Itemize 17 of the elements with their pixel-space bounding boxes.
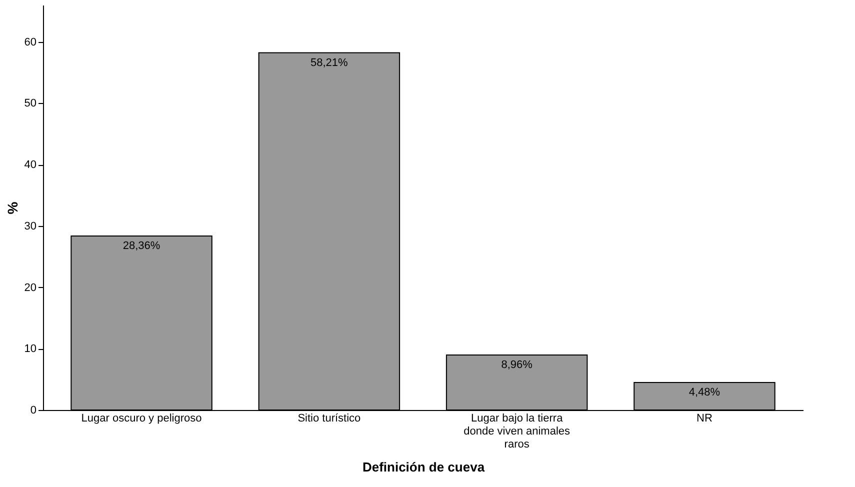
x-axis-title: Definición de cueva bbox=[362, 460, 486, 474]
y-tick-label: 50 bbox=[24, 98, 36, 110]
x-tick-label: Lugar oscuro y peligroso bbox=[81, 412, 202, 424]
data-label: 28,36% bbox=[122, 240, 160, 252]
y-tick-label: 30 bbox=[24, 220, 36, 232]
x-tick-label: Sitio turístico bbox=[298, 412, 361, 424]
y-tick-label: 60 bbox=[24, 36, 36, 48]
data-label: 58,21% bbox=[310, 56, 348, 69]
y-axis-title: % bbox=[4, 201, 20, 214]
y-tick-label: 10 bbox=[24, 343, 36, 356]
data-label: 4,48% bbox=[688, 386, 720, 399]
data-label: 8,96% bbox=[501, 359, 533, 372]
x-tick-label: Lugar bajo la tierra donde viven animales raros bbox=[464, 412, 571, 450]
x-tick-label: NR bbox=[696, 412, 712, 424]
y-tick-label: 20 bbox=[24, 282, 36, 294]
y-tick-label: 0 bbox=[30, 404, 36, 416]
y-tick-label: 40 bbox=[24, 159, 36, 172]
